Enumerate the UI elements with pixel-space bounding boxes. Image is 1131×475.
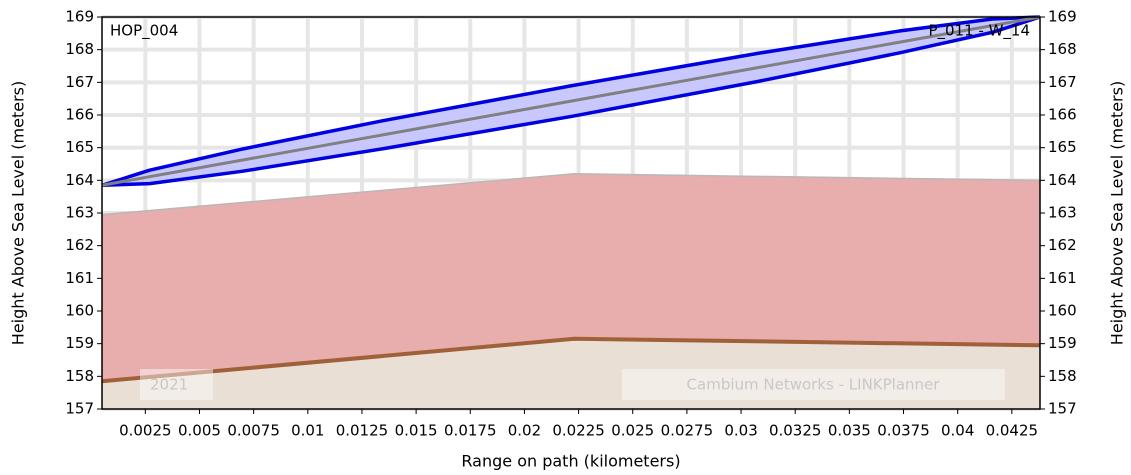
y-tick-label: 168 [65,40,94,58]
y-tick-label: 166 [65,106,94,124]
watermark-box [140,369,213,400]
fresnel-upper [101,15,1041,187]
y2-tick-label: 165 [1048,138,1077,156]
x-tick-label: 0.0075 [227,422,280,440]
y-tick-label: 158 [65,367,94,385]
x-tick-label: 0.0375 [877,422,930,440]
y2-tick-label: 163 [1048,204,1077,222]
y2-tick-label: 167 [1048,73,1077,91]
x-tick-label: 0.035 [828,422,871,440]
y-tick-label: 165 [65,138,94,156]
right-site-label: P_011 - W_14 [928,22,1030,41]
line-of-sight [101,15,1041,187]
x-tick-label: 0.0125 [336,422,389,440]
y2-tick-label: 161 [1048,269,1077,287]
y2-tick-label: 168 [1048,40,1077,58]
y2-tick-label: 166 [1048,106,1077,124]
y-tick-label: 159 [65,334,94,352]
x-tick-label: 0.0275 [661,422,714,440]
y-axis-title: Height Above Sea Level (meters) [9,81,28,345]
clutter-area [102,173,1040,382]
y2-tick-label: 162 [1048,236,1077,254]
y-tick-label: 157 [65,400,94,418]
x-axis-title: Range on path (kilometers) [461,452,680,471]
y-tick-label: 160 [65,302,94,320]
terrain-line [101,336,1041,384]
x-tick-label: 0.01 [291,422,324,440]
x-tick-label: 0.025 [611,422,654,440]
x-tick-label: 0.005 [178,422,221,440]
y-tick-label: 161 [65,269,94,287]
y-tick-label: 164 [65,171,94,189]
fresnel-lower [101,15,1041,187]
y-tick-label: 162 [65,236,94,254]
terrain-area [102,338,1040,409]
x-tick-label: 0.02 [508,422,541,440]
y-tick-label: 163 [65,204,94,222]
left-site-label: HOP_004 [110,22,178,41]
x-tick-label: 0.0025 [119,422,172,440]
watermark-year: 2021 [150,376,188,394]
marks [101,15,1041,409]
watermark-brand: Cambium Networks - LINKPlanner [687,376,941,394]
clutter-line [101,173,1041,216]
x-tick-label: 0.0175 [444,422,497,440]
x-tick-label: 0.0325 [769,422,822,440]
y2-axis-title: Height Above Sea Level (meters) [1108,81,1127,345]
y2-tick-label: 157 [1048,400,1077,418]
y2-tick-label: 159 [1048,334,1077,352]
y2-tick-label: 160 [1048,302,1077,320]
y-tick-label: 167 [65,73,94,91]
y2-tick-label: 158 [1048,367,1077,385]
x-tick-label: 0.03 [724,422,757,440]
x-tick-label: 0.0425 [986,422,1039,440]
y2-tick-label: 164 [1048,171,1077,189]
watermark-box [622,369,1005,400]
x-tick-label: 0.04 [941,422,974,440]
y2-tick-label: 169 [1048,8,1077,26]
x-tick-label: 0.015 [395,422,438,440]
x-tick-label: 0.0225 [552,422,605,440]
y-tick-label: 169 [65,8,94,26]
